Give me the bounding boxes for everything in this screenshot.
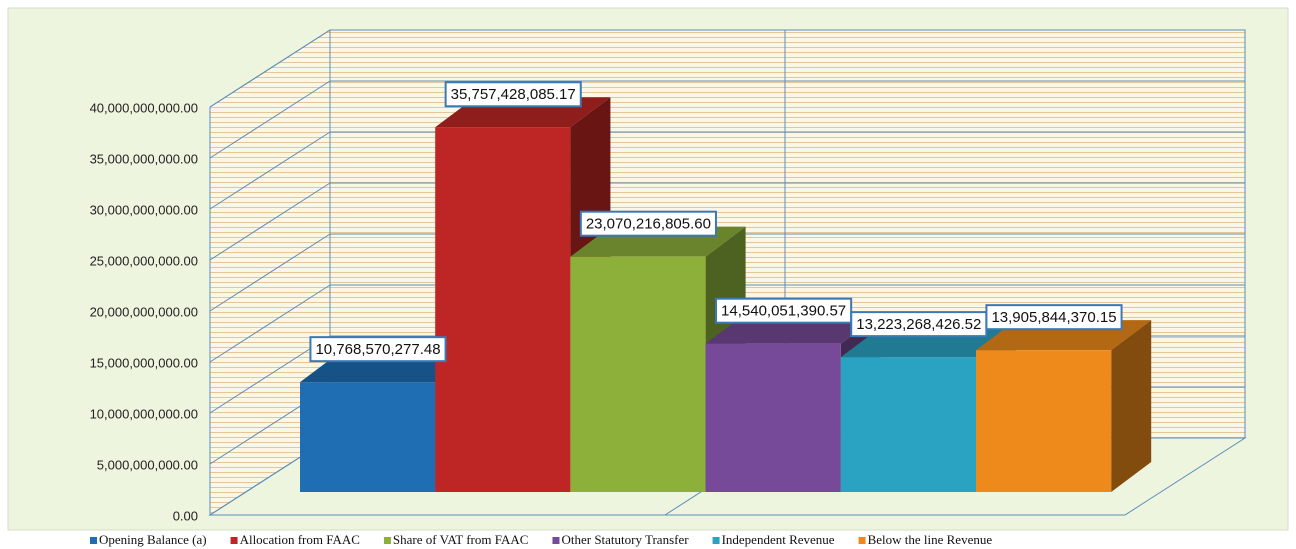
y-tick-label: 15,000,000,000.00 [90,355,198,370]
y-tick-label: 30,000,000,000.00 [90,202,198,217]
legend-swatch [230,537,238,544]
legend-swatch [90,537,97,544]
legend-label: Share of VAT from FAAC [393,532,529,547]
legend-label: Allocation from FAAC [240,532,360,547]
bar [840,357,976,492]
value-label-box [715,297,853,324]
value-label: 23,070,216,805.60 [586,216,711,233]
legend-swatch [383,537,391,544]
legend-label: Below the line Revenue [868,532,993,547]
y-tick-label: 40,000,000,000.00 [90,100,198,115]
value-label-box [985,304,1123,331]
legend-label: Other Statutory Transfer [561,532,689,547]
value-label: 13,223,268,426.52 [856,316,981,333]
grid-line [209,182,331,261]
bar [570,256,706,492]
bar [705,343,841,492]
grid-line [209,233,331,312]
grid-line [209,29,331,108]
value-label: 13,905,844,370.15 [991,309,1116,326]
grid-line [209,80,331,159]
value-label: 14,540,051,390.57 [721,303,846,320]
legend-swatch [858,537,866,544]
value-label-box [579,210,717,237]
y-tick-label: 25,000,000,000.00 [90,253,198,268]
legend-swatch [712,537,720,544]
bar [976,350,1112,492]
grid-line [209,284,331,363]
y-tick-label: 5,000,000,000.00 [97,457,198,472]
y-tick-label: 35,000,000,000.00 [90,151,198,166]
bar [435,127,571,492]
value-label-box [309,336,447,363]
legend-swatch [552,537,560,544]
value-label-box [444,81,582,108]
value-label: 35,757,428,085.17 [451,86,576,103]
y-tick-label: 0.00 [173,508,198,523]
value-label: 10,768,570,277.48 [315,341,440,358]
grid-line [209,131,331,210]
legend-label: Opening Balance (a) [99,532,207,547]
value-label-box [850,311,988,338]
y-tick-label: 10,000,000,000.00 [90,406,198,421]
bar-side [1111,320,1152,492]
y-tick-label: 20,000,000,000.00 [90,304,198,319]
bar [300,382,436,492]
legend-label: Independent Revenue [722,532,835,547]
